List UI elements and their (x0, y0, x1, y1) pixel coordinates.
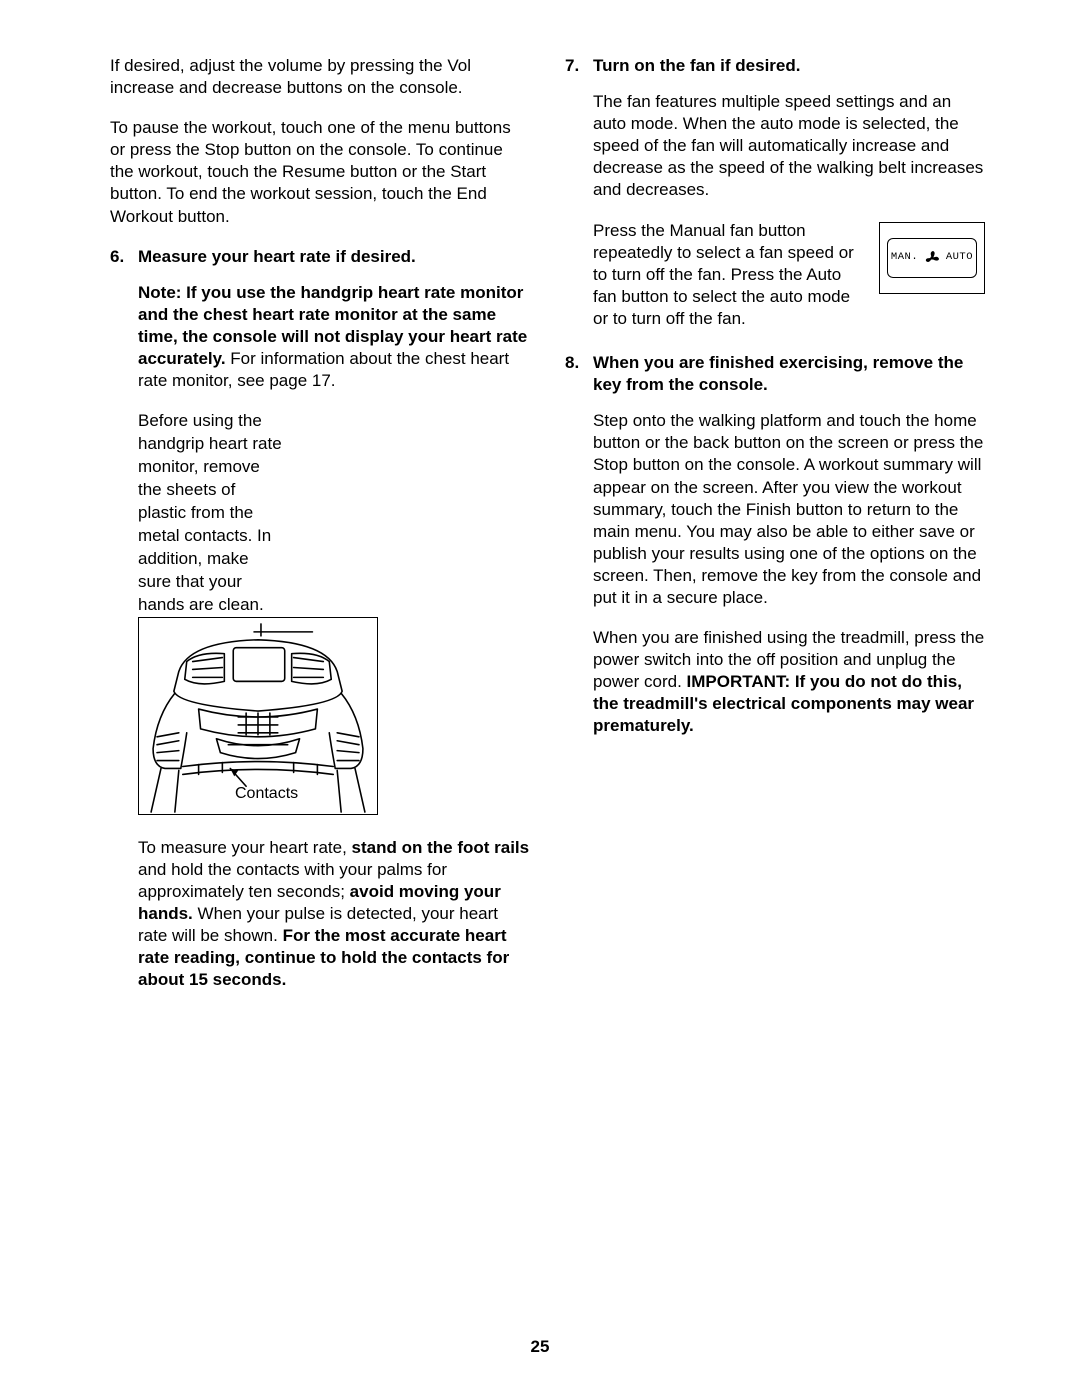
item-6-note: Note: If you use the handgrip heart rate… (138, 282, 530, 392)
item-7-number: 7. (565, 55, 593, 77)
item-6-title: Measure your heart rate if desired. (138, 246, 416, 268)
item-6-heading: 6. Measure your heart rate if desired. (110, 246, 530, 268)
paragraph-pause: To pause the workout, touch one of the m… (110, 117, 530, 227)
figure-fan-buttons: MAN. AUTO (879, 222, 985, 294)
two-column-layout: If desired, adjust the volume by pressin… (110, 55, 985, 1009)
item-7-p2: Press the Manual fan button repeatedly t… (593, 220, 873, 330)
figure-contacts-wrap: Before using the handgrip heart rate mon… (138, 410, 530, 814)
right-column: 7. Turn on the fan if desired. The fan f… (565, 55, 985, 1009)
fan-auto-label: AUTO (946, 251, 973, 265)
item-6-body: Note: If you use the handgrip heart rate… (138, 282, 530, 992)
figure-side-text: Before using the handgrip heart rate mon… (138, 410, 293, 616)
left-column: If desired, adjust the volume by pressin… (110, 55, 530, 1009)
item-7-title: Turn on the fan if desired. (593, 55, 800, 77)
item-8-p2: When you are finished using the treadmil… (593, 627, 985, 737)
item-7-body: The fan features multiple speed settings… (593, 91, 985, 330)
item-6-number: 6. (110, 246, 138, 268)
figure-contacts-label: Contacts (235, 784, 298, 805)
item-8-p1: Step onto the walking platform and touch… (593, 410, 985, 609)
item-6-measure: To measure your heart rate, stand on the… (138, 837, 530, 992)
item-8-body: Step onto the walking platform and touch… (593, 410, 985, 737)
m-a: To measure your heart rate, (138, 838, 352, 857)
item-7-p1: The fan features multiple speed settings… (593, 91, 985, 201)
m-b1: stand on the foot rails (352, 838, 530, 857)
fan-man-label: MAN. (891, 251, 918, 265)
fan-icon (924, 250, 940, 266)
paragraph-volume: If desired, adjust the volume by pressin… (110, 55, 530, 99)
item-8-title: When you are finished exercising, remove… (593, 352, 985, 396)
item-8-number: 8. (565, 352, 593, 396)
manual-page: If desired, adjust the volume by pressin… (0, 0, 1080, 1397)
item-7-heading: 7. Turn on the fan if desired. (565, 55, 985, 77)
page-number: 25 (0, 1337, 1080, 1357)
item-8-heading: 8. When you are finished exercising, rem… (565, 352, 985, 396)
fan-button-panel: MAN. AUTO (887, 238, 977, 278)
figure-contacts: Contacts (138, 617, 378, 815)
fan-row: Press the Manual fan button repeatedly t… (593, 220, 985, 330)
